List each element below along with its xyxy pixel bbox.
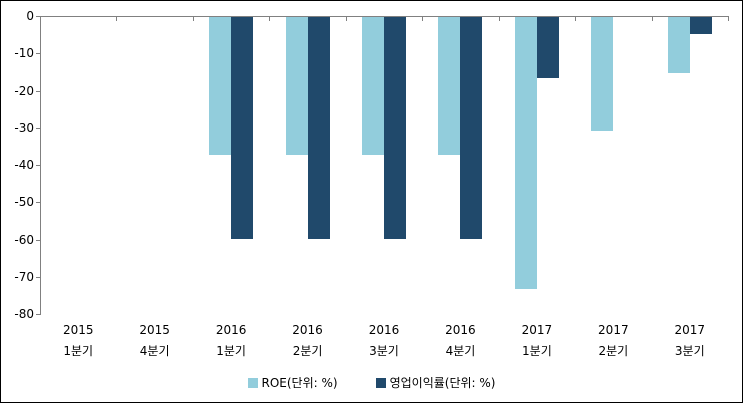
legend-swatch-opm [375, 377, 386, 388]
x-axis-label-quarter: 2분기 [292, 344, 323, 358]
y-axis-label: -80 [14, 307, 34, 321]
bar-opm-3 [307, 17, 330, 239]
bar-opm-5 [460, 17, 483, 239]
x-axis-label: 2016 4분기 [422, 320, 498, 362]
y-axis-label: -20 [14, 83, 34, 98]
x-axis-tick [728, 17, 729, 21]
x-axis-tick [651, 17, 653, 21]
bar-roe-6 [514, 17, 537, 289]
y-axis-tick [36, 239, 40, 241]
x-axis-label-quarter: 2분기 [598, 344, 629, 358]
y-axis-label: -10 [14, 46, 34, 61]
x-axis-label: 2015 1분기 [40, 320, 116, 362]
y-axis-tick [36, 16, 40, 17]
y-axis-tick [36, 276, 40, 278]
x-axis-label-year: 2016 [292, 323, 323, 337]
y-axis-tick [36, 202, 40, 204]
x-axis-label-quarter: 1분기 [63, 344, 94, 358]
x-axis-tick [116, 17, 118, 21]
x-axis-label: 2017 1분기 [499, 320, 575, 362]
bar-roe-7 [591, 17, 614, 131]
bar-roe-5 [438, 17, 461, 155]
x-axis-label-year: 2017 [598, 323, 629, 337]
x-axis-label: 2015 4분기 [116, 320, 192, 362]
legend-label-opm: 영업이익률(단위: %) [389, 376, 496, 390]
y-axis-tick [36, 127, 40, 129]
x-axis-label-quarter: 3분기 [369, 344, 399, 358]
x-axis-label: 2016 3분기 [346, 320, 422, 362]
x-axis-tick [269, 17, 271, 21]
y-axis-tick [36, 165, 40, 166]
bar-opm-8 [689, 17, 712, 34]
y-axis-tick [36, 53, 40, 55]
x-axis-label-year: 2016 [215, 323, 247, 337]
x-axis-label-quarter: 1분기 [216, 344, 246, 358]
y-axis-label: -50 [14, 195, 34, 210]
x-axis-label-quarter: 4분기 [139, 344, 170, 358]
bar-opm-6 [536, 17, 559, 79]
x-axis-tick [345, 17, 347, 21]
legend: ROE(단위: %) 영업이익률(단위: %) [1, 374, 742, 391]
x-axis-label-quarter: 1분기 [522, 344, 552, 358]
x-axis-label: 2016 2분기 [269, 320, 345, 362]
x-axis-tick [422, 17, 424, 21]
x-axis-tick [192, 17, 194, 21]
y-axis-tick [36, 314, 40, 315]
x-axis-label-year: 2017 [521, 323, 553, 337]
legend-item-opm: 영업이익률(단위: %) [375, 374, 496, 391]
y-axis-label: -30 [14, 120, 34, 135]
x-axis-label-year: 2016 [368, 323, 400, 337]
y-axis-label: -40 [14, 158, 34, 172]
y-axis-tick [36, 90, 40, 92]
x-axis-label-year: 2016 [445, 323, 476, 337]
bar-roe-8 [667, 17, 690, 73]
y-axis-line [40, 16, 41, 315]
bar-opm-4 [384, 17, 406, 239]
x-axis-label-quarter: 3분기 [674, 344, 705, 358]
x-axis-tick [40, 17, 41, 21]
legend-item-roe: ROE(단위: %) [247, 374, 338, 391]
x-axis-tick [498, 17, 500, 21]
x-axis-label: 2016 1분기 [193, 320, 269, 362]
legend-label-roe: ROE(단위: %) [261, 376, 338, 390]
bar-opm-2 [231, 17, 254, 239]
x-axis-label-year: 2015 [62, 323, 94, 337]
bar-roe-4 [362, 17, 384, 155]
x-axis-label-year: 2015 [139, 323, 170, 337]
y-axis-label: -70 [14, 269, 34, 284]
x-axis-line [40, 16, 729, 17]
x-axis-label-quarter: 4분기 [445, 344, 476, 358]
x-axis-label: 2017 2분기 [575, 320, 651, 362]
bar-roe-3 [285, 17, 308, 155]
x-axis-tick [575, 17, 577, 21]
legend-swatch-roe [247, 377, 258, 388]
x-axis-label-year: 2017 [674, 323, 706, 337]
y-axis-label: -60 [14, 232, 34, 247]
x-axis-label: 2017 3분기 [652, 320, 728, 362]
bar-roe-2 [209, 17, 232, 155]
y-axis-label: 0 [26, 9, 34, 23]
